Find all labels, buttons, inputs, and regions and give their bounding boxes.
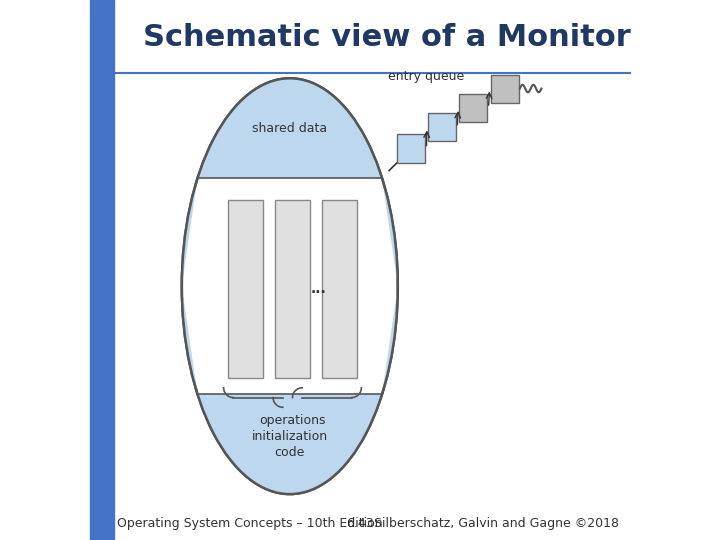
Bar: [491, 75, 518, 103]
Text: operations: operations: [259, 414, 325, 427]
Bar: [459, 94, 487, 122]
Text: initialization
code: initialization code: [252, 430, 328, 458]
Bar: [428, 113, 456, 141]
Polygon shape: [181, 286, 397, 494]
Text: shared data: shared data: [252, 122, 328, 134]
Bar: [228, 200, 263, 378]
Bar: [90, 0, 114, 540]
Polygon shape: [181, 78, 397, 286]
Text: ...: ...: [311, 282, 327, 296]
Bar: [397, 134, 426, 163]
Text: 6.43: 6.43: [346, 517, 374, 530]
Ellipse shape: [181, 78, 397, 494]
Text: Operating System Concepts – 10th Edition: Operating System Concepts – 10th Edition: [117, 517, 382, 530]
Bar: [275, 200, 310, 378]
Text: Silberschatz, Galvin and Gagne ©2018: Silberschatz, Galvin and Gagne ©2018: [374, 517, 619, 530]
Text: Schematic view of a Monitor: Schematic view of a Monitor: [143, 23, 631, 52]
Text: entry queue: entry queue: [388, 70, 464, 83]
Bar: [322, 200, 357, 378]
